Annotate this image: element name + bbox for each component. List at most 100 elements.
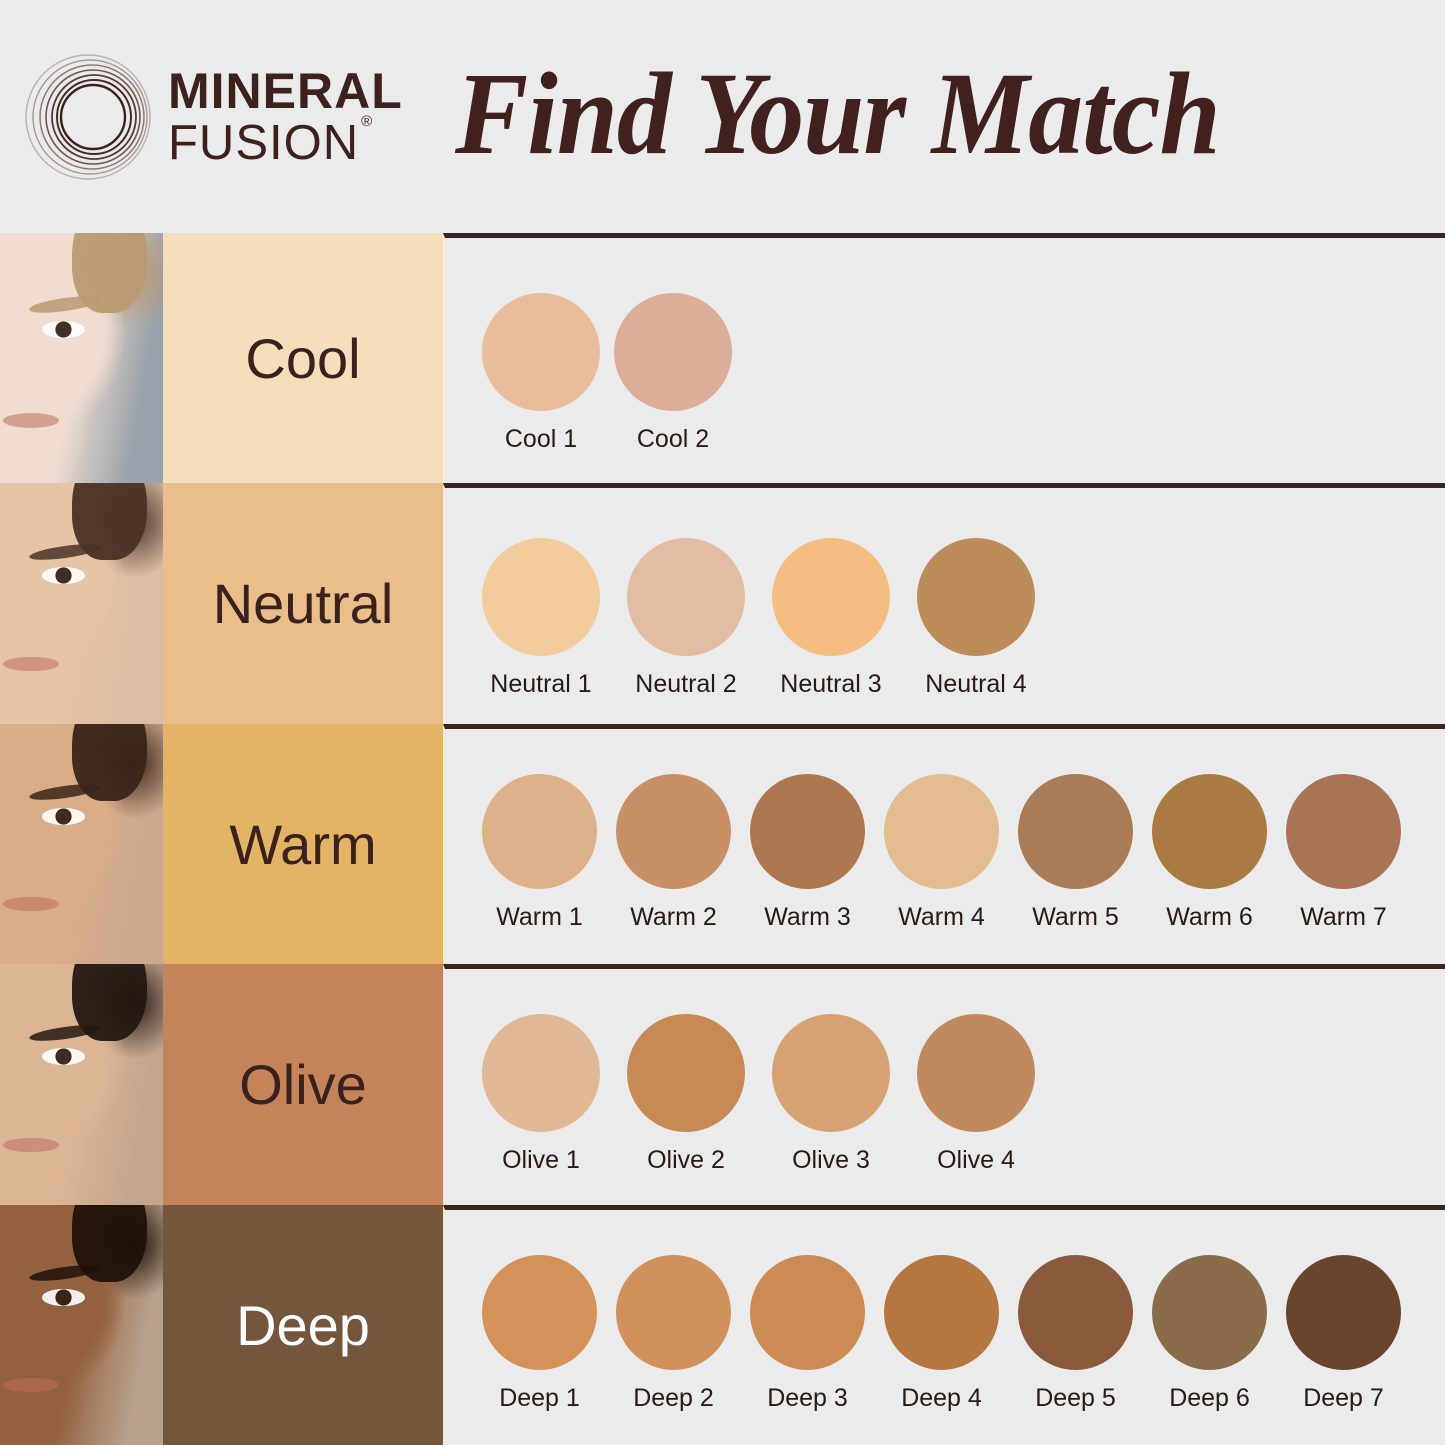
category-cell-neutral[interactable]: Neutral (163, 483, 443, 724)
shade-swatch[interactable]: Deep 5 (1018, 1255, 1133, 1413)
shade-circle[interactable] (1286, 1255, 1401, 1370)
shade-label: Warm 3 (764, 903, 851, 931)
swatch-list: Warm 1 Warm 2 Warm 3 Warm 4 Warm 5 Warm 6 Warm… (482, 729, 1445, 964)
shade-label: Cool 1 (504, 425, 578, 453)
shade-circle[interactable] (482, 774, 597, 889)
hair-shape (71, 1205, 147, 1282)
shade-label: Deep 3 (767, 1384, 848, 1412)
category-label: Deep (236, 1293, 370, 1357)
shade-label: Warm 4 (898, 903, 985, 931)
shade-label: Deep 6 (1169, 1384, 1250, 1412)
shade-circle[interactable] (482, 293, 600, 411)
swatch-list: Deep 1 Deep 2 Deep 3 Deep 4 Deep 5 Deep 6 Deep… (482, 1210, 1445, 1445)
shade-circle[interactable] (1286, 774, 1401, 889)
brand-logo: MINERAL FUSION ® (22, 52, 422, 182)
shade-swatch[interactable]: Warm 4 (884, 774, 999, 932)
shade-swatch[interactable]: Warm 1 (482, 774, 597, 932)
model-photo-warm (0, 724, 163, 964)
lips-shape (3, 1137, 59, 1152)
category-cell-olive[interactable]: Olive (163, 964, 443, 1205)
lips-shape (3, 413, 59, 428)
shade-swatch[interactable]: Warm 2 (616, 774, 731, 932)
shade-row-cool: Cool Cool 1 Cool 2 (0, 233, 1445, 483)
shade-swatch[interactable]: Neutral 1 (482, 538, 600, 699)
shade-swatch[interactable]: Olive 2 (627, 1014, 745, 1175)
shade-swatch[interactable]: Warm 3 (750, 774, 865, 932)
category-cell-warm[interactable]: Warm (163, 724, 443, 964)
swatch-list: Neutral 1 Neutral 2 Neutral 3 Neutral 4 (482, 488, 1445, 724)
shade-circle[interactable] (614, 293, 732, 411)
shade-label: Deep 2 (633, 1384, 714, 1412)
lips-shape (3, 896, 59, 912)
shade-circle[interactable] (1018, 774, 1133, 889)
shade-circle[interactable] (772, 1014, 890, 1132)
shade-circle[interactable] (1152, 774, 1267, 889)
shade-swatch[interactable]: Deep 2 (616, 1255, 731, 1413)
shade-swatch[interactable]: Deep 6 (1152, 1255, 1267, 1413)
shade-label: Olive 3 (792, 1146, 870, 1174)
shade-circle[interactable] (627, 1014, 745, 1132)
shade-swatch[interactable]: Cool 1 (482, 293, 600, 454)
shade-circle[interactable] (884, 774, 999, 889)
shade-swatch[interactable]: Olive 1 (482, 1014, 600, 1175)
shade-label: Warm 2 (630, 903, 717, 931)
shade-swatch[interactable]: Neutral 2 (627, 538, 745, 699)
registered-trademark-icon: ® (361, 112, 374, 130)
hair-shape (71, 724, 147, 801)
model-photo-cool (0, 233, 163, 483)
hair-shape (71, 483, 147, 561)
shade-swatch[interactable]: Deep 7 (1286, 1255, 1401, 1413)
lips-shape (3, 1377, 59, 1393)
shade-circle[interactable] (616, 1255, 731, 1370)
shade-label: Deep 5 (1035, 1384, 1116, 1412)
category-cell-cool[interactable]: Cool (163, 233, 443, 483)
shade-circle[interactable] (1018, 1255, 1133, 1370)
shade-circle[interactable] (482, 1014, 600, 1132)
shade-swatch[interactable]: Cool 2 (614, 293, 732, 454)
shade-circle[interactable] (750, 1255, 865, 1370)
shade-label: Neutral 4 (925, 670, 1027, 698)
shade-label: Warm 6 (1166, 903, 1253, 931)
shade-label: Deep 4 (901, 1384, 982, 1412)
swatch-panel-warm: Warm 1 Warm 2 Warm 3 Warm 4 Warm 5 Warm 6 Warm… (443, 724, 1445, 964)
shade-circle[interactable] (884, 1255, 999, 1370)
shade-circle[interactable] (482, 1255, 597, 1370)
shade-grid: Cool Cool 1 Cool 2 Neutral Neutral 1 Neutral … (0, 233, 1445, 1445)
shade-label: Warm 5 (1032, 903, 1119, 931)
shade-swatch[interactable]: Deep 3 (750, 1255, 865, 1413)
model-photo-olive (0, 964, 163, 1205)
shade-circle[interactable] (917, 538, 1035, 656)
shade-circle[interactable] (627, 538, 745, 656)
shade-swatch[interactable]: Olive 4 (917, 1014, 1035, 1175)
shade-circle[interactable] (917, 1014, 1035, 1132)
shade-label: Cool 2 (636, 425, 710, 453)
header: MINERAL FUSION ® Find Your Match (0, 0, 1445, 233)
shade-row-olive: Olive Olive 1 Olive 2 Olive 3 Olive 4 (0, 964, 1445, 1205)
shade-row-warm: Warm Warm 1 Warm 2 Warm 3 Warm 4 Warm 5 Warm 6… (0, 724, 1445, 964)
shade-swatch[interactable]: Deep 1 (482, 1255, 597, 1413)
shade-swatch[interactable]: Deep 4 (884, 1255, 999, 1413)
shade-label: Olive 2 (647, 1146, 725, 1174)
shade-swatch[interactable]: Warm 5 (1018, 774, 1133, 932)
shade-label: Deep 7 (1303, 1384, 1384, 1412)
shade-label: Deep 1 (499, 1384, 580, 1412)
shade-swatch[interactable]: Olive 3 (772, 1014, 890, 1175)
swatch-panel-cool: Cool 1 Cool 2 (443, 233, 1445, 483)
shade-circle[interactable] (482, 538, 600, 656)
shade-circle[interactable] (1152, 1255, 1267, 1370)
shade-swatch[interactable]: Warm 6 (1152, 774, 1267, 932)
shade-circle[interactable] (750, 774, 865, 889)
shade-label: Neutral 3 (780, 670, 882, 698)
shade-label: Olive 1 (502, 1146, 580, 1174)
shade-swatch[interactable]: Neutral 4 (917, 538, 1035, 699)
lips-shape (3, 656, 59, 671)
brand-name-top: MINERAL (168, 63, 403, 119)
model-photo-neutral (0, 483, 163, 724)
shade-circle[interactable] (772, 538, 890, 656)
category-cell-deep[interactable]: Deep (163, 1205, 443, 1445)
shade-swatch[interactable]: Warm 7 (1286, 774, 1401, 932)
shade-circle[interactable] (616, 774, 731, 889)
brand-name-bottom: FUSION ® (168, 112, 374, 170)
shade-swatch[interactable]: Neutral 3 (772, 538, 890, 699)
shade-label: Warm 7 (1300, 903, 1387, 931)
